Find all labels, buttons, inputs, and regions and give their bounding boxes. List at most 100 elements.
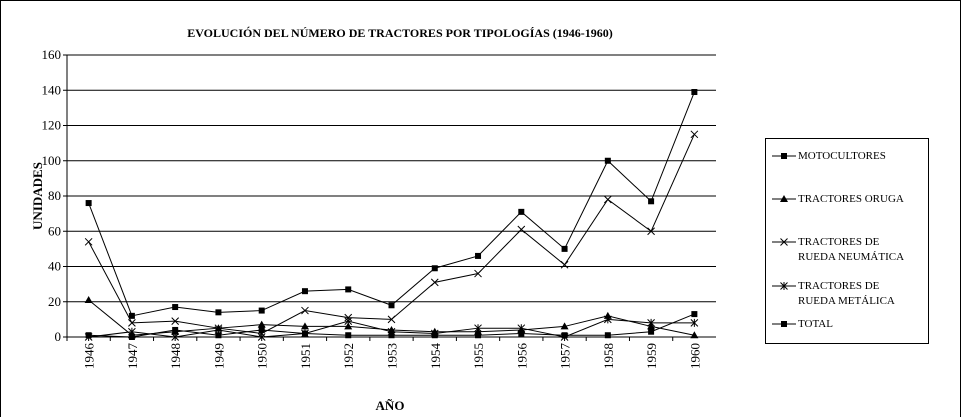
marker <box>603 195 612 204</box>
x-tick-label: 1955 <box>471 343 486 369</box>
x-tick-label: 1954 <box>428 343 443 370</box>
marker <box>215 332 222 339</box>
marker <box>128 312 135 319</box>
x-tick-label: 1951 <box>298 343 313 369</box>
marker <box>561 245 568 252</box>
marker <box>345 332 352 339</box>
marker <box>603 315 612 324</box>
marker <box>171 327 180 335</box>
x-tick-label: 1958 <box>601 343 616 369</box>
marker <box>604 332 611 339</box>
marker <box>387 315 396 324</box>
marker <box>690 130 699 139</box>
marker <box>214 325 223 334</box>
y-tick-label: 0 <box>55 329 62 344</box>
marker <box>560 322 569 330</box>
marker <box>431 265 438 272</box>
marker <box>517 225 526 234</box>
marker <box>648 198 655 205</box>
legend-entry: TRACTORES ORUGA <box>770 192 910 207</box>
y-tick-label: 100 <box>42 153 62 168</box>
marker <box>257 320 266 328</box>
x-axis-label: AÑO <box>376 398 405 413</box>
legend-label: TRACTORES DE RUEDA NEUMÁTICA <box>798 236 905 263</box>
legend-icon <box>772 321 796 327</box>
legend-entry: MOTOCULTORES <box>770 149 910 164</box>
marker <box>128 319 136 327</box>
y-axis-label: UNIDADES <box>30 162 45 230</box>
x-tick-label: 1956 <box>514 343 529 370</box>
marker <box>781 153 787 159</box>
marker <box>171 317 180 325</box>
marker <box>84 295 93 303</box>
marker <box>780 238 788 246</box>
marker <box>301 329 309 338</box>
y-tick-label: 80 <box>48 188 61 203</box>
legend-label: TRACTORES DE RUEDA METÁLICA <box>798 280 895 307</box>
marker <box>780 282 788 290</box>
marker <box>128 327 136 336</box>
marker <box>781 321 787 327</box>
y-tick-label: 20 <box>48 294 61 309</box>
marker <box>85 200 92 207</box>
marker <box>84 333 93 341</box>
x-tick-label: 1959 <box>644 343 659 369</box>
marker <box>690 318 699 327</box>
legend-label: MOTOCULTORES <box>798 150 886 162</box>
marker <box>345 286 352 293</box>
marker <box>604 157 611 164</box>
marker <box>301 288 308 295</box>
x-tick-label: 1946 <box>82 343 97 370</box>
marker <box>648 328 655 335</box>
marker <box>780 195 788 202</box>
y-tick-label: 140 <box>42 82 62 97</box>
marker <box>474 324 482 333</box>
marker <box>518 208 525 215</box>
legend-icon <box>772 153 796 159</box>
marker <box>258 307 265 314</box>
marker <box>171 333 180 341</box>
marker <box>475 252 482 259</box>
marker <box>84 237 93 246</box>
marker <box>518 330 525 337</box>
marker <box>560 260 569 269</box>
chart-title: EVOLUCIÓN DEL NÚMERO DE TRACTORES POR TI… <box>187 26 612 40</box>
marker <box>560 333 569 341</box>
legend-label: TRACTORES ORUGA <box>798 193 904 205</box>
marker <box>387 327 396 336</box>
marker <box>430 329 439 338</box>
marker <box>172 304 179 311</box>
marker <box>691 89 698 96</box>
marker <box>691 311 698 318</box>
marker <box>474 269 482 278</box>
marker <box>258 326 265 333</box>
y-tick-label: 40 <box>48 259 61 274</box>
x-tick-label: 1949 <box>211 343 226 369</box>
legend-entry: TOTAL <box>770 317 910 332</box>
marker <box>475 332 482 339</box>
marker <box>647 318 655 327</box>
x-tick-label: 1948 <box>168 343 183 369</box>
legend-label: TOTAL <box>798 318 833 330</box>
y-tick-label: 120 <box>42 118 62 133</box>
legend-icon <box>772 195 796 202</box>
x-tick-label: 1947 <box>125 343 140 370</box>
marker <box>430 278 439 287</box>
legend: MOTOCULTORES TRACTORES ORUGA TRACTORES DE … <box>765 138 929 344</box>
x-tick-label: 1952 <box>341 343 356 369</box>
x-tick-label: 1957 <box>558 343 573 370</box>
marker <box>388 302 395 309</box>
y-tick-label: 160 <box>42 47 62 62</box>
marker <box>257 333 266 341</box>
marker <box>690 331 699 339</box>
marker <box>344 322 353 330</box>
marker <box>301 306 309 315</box>
legend-icon <box>772 282 796 290</box>
marker <box>647 227 655 236</box>
x-tick-label: 1950 <box>255 343 270 369</box>
x-tick-label: 1953 <box>385 343 400 369</box>
marker <box>517 324 526 333</box>
